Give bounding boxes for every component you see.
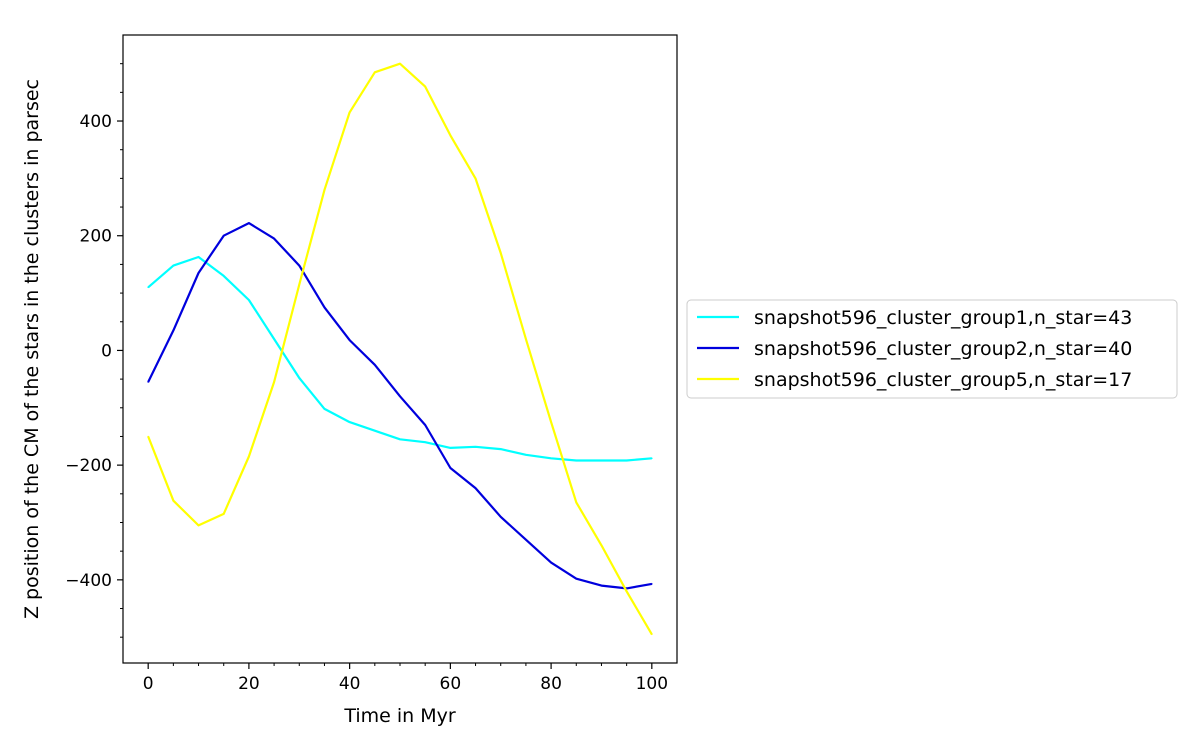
legend-label-1: snapshot596_cluster_group1,n_star=43 — [754, 307, 1132, 329]
series-3-point — [323, 189, 326, 191]
series-line-1 — [147, 255, 652, 462]
series-2-point — [525, 538, 527, 541]
series-1-point — [550, 457, 552, 460]
series-2-point — [323, 306, 326, 309]
series-2-point — [147, 381, 149, 383]
series-1-point — [374, 429, 376, 432]
y-tick-label: 400 — [80, 112, 112, 132]
series-2-point — [474, 487, 477, 489]
series-3-point — [172, 499, 175, 502]
series-1-point — [222, 275, 225, 277]
x-tick-label: 40 — [339, 674, 361, 694]
series-2-point — [248, 222, 250, 224]
y-tick-label: 0 — [101, 341, 112, 361]
series-3-point — [550, 421, 552, 423]
plot-frame — [122, 34, 678, 664]
series-2-point — [499, 516, 502, 518]
series-1-point — [248, 299, 250, 301]
series-1-point — [600, 459, 603, 462]
series-2-point — [424, 424, 427, 426]
series-2-point — [550, 561, 552, 564]
series-2-point — [449, 467, 452, 469]
series-1-point — [651, 457, 653, 460]
series-1-point — [172, 264, 175, 267]
series-3-point — [525, 338, 527, 340]
series-3-point — [575, 501, 578, 504]
series-3-point — [651, 633, 653, 636]
series-1-point — [449, 447, 452, 449]
series-3-point — [147, 435, 149, 438]
series-3-point — [424, 85, 427, 88]
series-1-point — [474, 446, 477, 448]
series-3-point — [600, 544, 603, 547]
series-3-point — [298, 283, 301, 286]
series-1-point — [399, 438, 401, 441]
legend-label-2: snapshot596_cluster_group2,n_star=40 — [754, 338, 1132, 360]
series-3-point — [625, 590, 628, 593]
y-axis-label: Z position of the CM of the stars in the… — [21, 79, 43, 619]
series-3-point — [374, 71, 376, 74]
series-2-point — [172, 329, 175, 332]
series-2-point — [600, 584, 603, 587]
series-layer — [147, 62, 653, 636]
series-3-point — [449, 134, 452, 137]
series-1-point — [323, 408, 326, 410]
series-line-2 — [147, 222, 652, 590]
series-3-point — [348, 111, 351, 114]
x-tick-label: 60 — [440, 674, 462, 694]
series-3-point — [273, 381, 275, 383]
series-1-point — [625, 459, 628, 462]
legend-label-3: snapshot596_cluster_group5,n_star=17 — [754, 369, 1132, 391]
series-1-point — [147, 286, 149, 289]
y-tick-label: 200 — [80, 227, 112, 247]
series-1-point — [424, 441, 427, 444]
series-3-point — [399, 62, 401, 65]
series-line-3 — [147, 62, 653, 635]
series-1-point — [348, 421, 351, 423]
x-axis-label: Time in Myr — [343, 705, 456, 727]
series-3-point — [499, 252, 502, 254]
ticks-layer: 0 20 40 60 80 100 −400 −200 0 200 400 — [65, 63, 668, 694]
series-2-point — [298, 264, 301, 267]
x-tick-label: 100 — [636, 674, 668, 694]
series-2-point — [575, 577, 578, 580]
series-2-point — [348, 339, 351, 341]
x-tick-label: 0 — [143, 674, 154, 694]
y-tick-label: −200 — [65, 456, 112, 476]
series-1-point — [499, 448, 502, 450]
series-3-point — [474, 177, 477, 180]
series-3-point — [248, 455, 250, 458]
y-tick-label: −400 — [65, 571, 112, 591]
series-2-point — [374, 364, 376, 366]
series-1-point — [525, 454, 527, 456]
legend-frame — [686, 299, 1178, 399]
series-3-point — [197, 524, 200, 527]
series-2-point — [197, 272, 200, 274]
series-2-point — [399, 395, 401, 398]
series-2-point — [222, 234, 225, 237]
series-1-point — [575, 459, 578, 462]
series-2-point — [651, 583, 653, 585]
series-1-point — [273, 338, 275, 340]
x-tick-label: 20 — [238, 674, 260, 694]
series-3-point — [222, 513, 225, 515]
x-tick-label: 80 — [540, 674, 562, 694]
series-1-point — [197, 256, 200, 258]
series-2-point — [273, 237, 275, 240]
legend: snapshot596_cluster_group1,n_star=43snap… — [686, 299, 1178, 399]
series-1-point — [298, 377, 301, 379]
